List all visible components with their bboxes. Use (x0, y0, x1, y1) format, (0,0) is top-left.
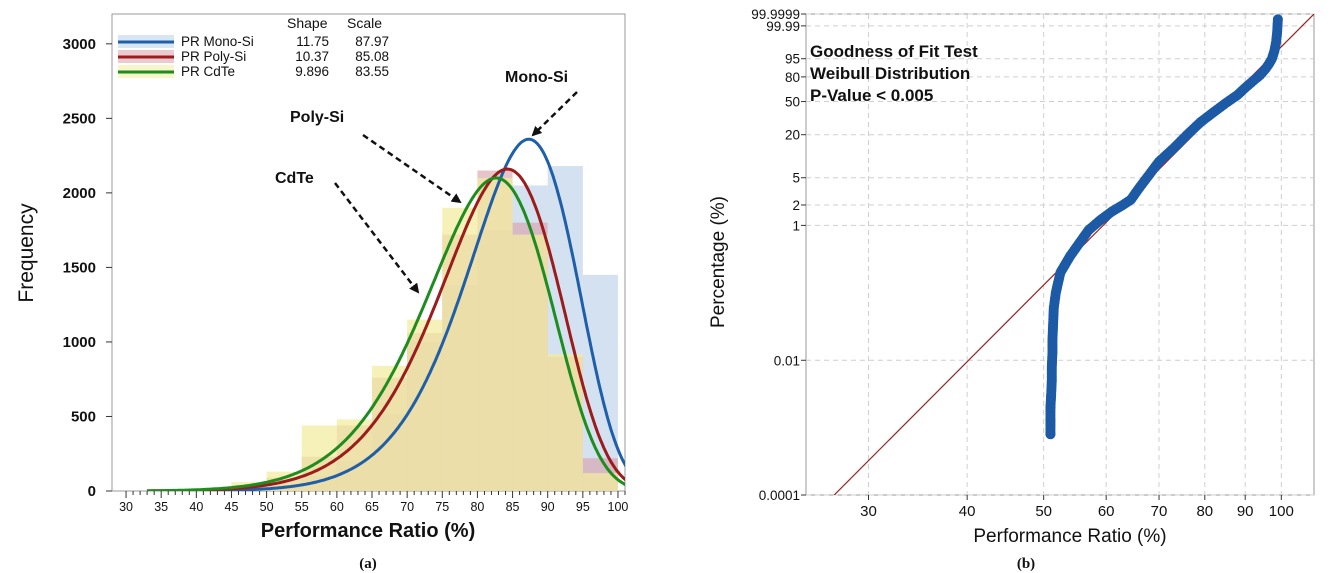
fit-test-line: Weibull Distribution (810, 64, 970, 83)
annotation-label: CdTe (275, 170, 314, 187)
legend-series-name: PR Poly-Si (181, 49, 246, 64)
legend-shape-value: 10.37 (295, 49, 329, 64)
fitted-curve (147, 176, 625, 491)
x-tick-label: 50 (260, 500, 274, 514)
curve-annotations: Mono-Si Poly-Si CdTe (275, 69, 578, 294)
data-point (1272, 14, 1283, 25)
y-tick-label: 3000 (63, 36, 96, 53)
x-axis-ticks-a: 30 35 40 45 50 55 60 65 70 75 80 85 90 95 100 (119, 491, 628, 514)
x-tick-label: 60 (330, 500, 344, 514)
legend-shape-value: 11.75 (296, 34, 329, 49)
x-tick-label: 60 (1098, 503, 1115, 520)
y-axis-ticks-a: 0 500 1000 1500 2000 2500 3000 (63, 36, 112, 500)
histogram-panel: 0 500 1000 1500 2000 2500 3000 30 35 40 45 50 55 60 6… (15, 13, 628, 572)
x-tick-label: 70 (400, 500, 414, 514)
y-tick-label: 2 (792, 198, 800, 213)
x-axis-ticks-b: 30 40 50 60 70 80 90 100 (860, 495, 1294, 520)
legend-header-shape: Shape (287, 15, 328, 31)
x-tick-label: 90 (1237, 503, 1254, 520)
plot-area-b (805, 13, 1315, 496)
histogram-bar (547, 353, 583, 491)
panel-label-a: (a) (359, 556, 377, 572)
x-tick-label: 30 (119, 500, 133, 514)
y-axis-label-a: Frequency (15, 203, 38, 303)
fit-test-line: P-Value < 0.005 (810, 86, 933, 105)
annotation-label: Poly-Si (290, 109, 344, 126)
x-tick-label: 50 (1035, 503, 1052, 520)
y-tick-label: 20 (785, 128, 800, 143)
legend-scale-value: 87.97 (355, 34, 389, 49)
y-tick-label: 99.99 (766, 19, 800, 34)
y-tick-label: 0.01 (774, 353, 800, 368)
x-tick-label: 45 (225, 500, 239, 514)
panel-label-b: (b) (1017, 556, 1035, 572)
legend-header-scale: Scale (347, 15, 382, 31)
x-tick-label: 80 (470, 500, 484, 514)
y-tick-label: 2500 (63, 110, 96, 127)
y-axis-label-b: Percentage (%) (708, 196, 729, 328)
legend: Shape Scale PR Mono-Si 11.75 87.97 PR Poly-Si… (118, 15, 389, 79)
x-tick-label: 80 (1196, 503, 1213, 520)
y-tick-label: 99.9999 (751, 7, 800, 22)
x-tick-label: 40 (189, 500, 203, 514)
x-tick-label: 90 (541, 500, 555, 514)
annotation-label: Mono-Si (505, 69, 568, 86)
data-point (1045, 429, 1056, 440)
fit-test-annotation: Goodness of Fit Test Weibull Distribution… (810, 42, 978, 105)
data-point (1046, 390, 1057, 401)
legend-shape-value: 9.896 (295, 64, 329, 79)
x-tick-label: 55 (295, 500, 309, 514)
x-tick-label: 40 (959, 503, 976, 520)
x-tick-label: 35 (154, 500, 168, 514)
grid-lines-b (806, 13, 1314, 496)
y-tick-label: 0.0001 (759, 488, 800, 503)
x-axis-label-b: Performance Ratio (%) (973, 526, 1166, 547)
legend-scale-value: 85.08 (355, 49, 389, 64)
legend-scale-value: 83.55 (355, 64, 389, 79)
y-tick-label: 80 (785, 70, 800, 85)
fitted-curves (147, 137, 625, 491)
histogram-bar (582, 473, 618, 491)
x-tick-label: 75 (435, 500, 449, 514)
annotation-arrow (334, 182, 420, 294)
histogram-bar (372, 365, 408, 491)
y-tick-label: 1000 (63, 334, 96, 351)
y-tick-label: 50 (785, 95, 800, 110)
fit-test-line: Goodness of Fit Test (810, 42, 978, 61)
y-tick-label: 500 (71, 408, 96, 425)
histogram-bar (512, 234, 548, 491)
y-tick-label: 2000 (63, 185, 96, 202)
x-tick-label: 100 (608, 500, 629, 514)
legend-series-name: PR Mono-Si (181, 34, 254, 49)
x-tick-label: 65 (365, 500, 379, 514)
legend-series-name: PR CdTe (181, 64, 235, 79)
histogram-bar (442, 207, 478, 491)
x-tick-label: 95 (576, 500, 590, 514)
x-axis-label-a: Performance Ratio (%) (261, 520, 476, 542)
data-point (1045, 402, 1056, 413)
x-tick-label: 70 (1151, 503, 1168, 520)
y-tick-label: 1 (792, 218, 800, 233)
annotation-arrow (531, 91, 578, 137)
x-tick-label: 100 (1269, 503, 1294, 520)
y-tick-label: 0 (88, 483, 96, 500)
y-tick-label: 5 (792, 171, 800, 186)
y-tick-label: 95 (785, 52, 800, 67)
x-tick-label: 30 (860, 503, 877, 520)
y-tick-label: 1500 (63, 259, 96, 276)
x-tick-label: 85 (506, 500, 520, 514)
data-points (1045, 14, 1283, 440)
